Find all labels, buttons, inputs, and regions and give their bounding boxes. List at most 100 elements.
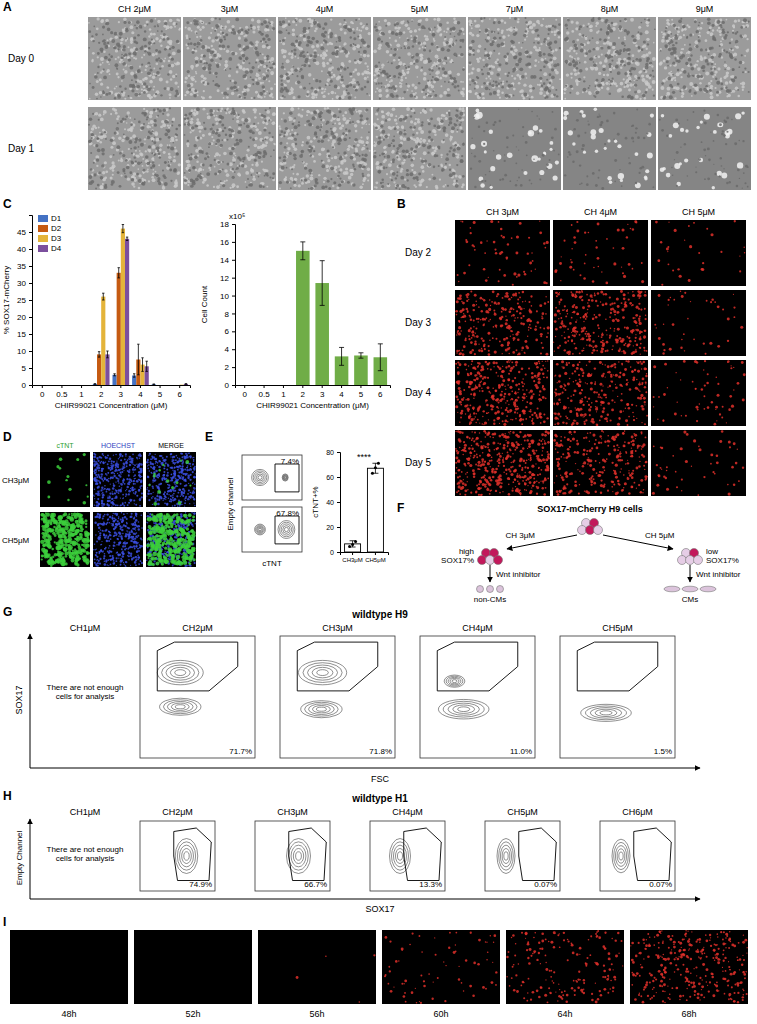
cell (347, 67, 349, 69)
cell (320, 54, 323, 57)
cell (243, 47, 247, 51)
cell (122, 154, 125, 157)
cell (323, 181, 325, 183)
cell (111, 183, 114, 186)
cell (165, 162, 167, 164)
cell (301, 182, 304, 185)
cell (297, 80, 301, 84)
cell (233, 162, 235, 164)
cell (125, 37, 127, 39)
cell (137, 161, 141, 165)
cell (255, 163, 259, 167)
cell (317, 23, 321, 27)
cell (248, 62, 250, 64)
cell (367, 174, 370, 177)
cell (364, 62, 366, 64)
cell (145, 150, 147, 152)
cell (262, 82, 264, 84)
cell (214, 173, 217, 176)
cell (190, 93, 193, 96)
cell (162, 113, 164, 115)
cell (298, 44, 301, 47)
cell (215, 152, 219, 156)
cell (235, 155, 237, 157)
cell (95, 135, 97, 137)
cell (266, 174, 268, 176)
cell (241, 164, 244, 167)
cell (151, 137, 154, 140)
cell (313, 21, 317, 25)
cell (259, 53, 261, 55)
cell (196, 20, 199, 23)
cell (220, 31, 222, 33)
cell (307, 20, 309, 22)
cell (301, 75, 304, 78)
cell (270, 156, 272, 158)
cell (360, 30, 362, 32)
cell (214, 166, 216, 168)
cell (143, 108, 145, 110)
cell (246, 125, 250, 129)
cell (148, 145, 151, 148)
cell (309, 54, 312, 57)
cell (262, 85, 265, 88)
cell (270, 57, 274, 61)
cell (313, 51, 316, 54)
cell (213, 139, 215, 141)
cell (114, 132, 117, 135)
cell (131, 182, 135, 186)
cell (153, 154, 155, 156)
cell (290, 68, 293, 71)
cell (174, 81, 177, 84)
cell (302, 141, 304, 143)
cell (146, 85, 149, 88)
cell (297, 95, 300, 98)
cell (219, 45, 222, 48)
cell (111, 161, 114, 164)
cell (267, 38, 270, 41)
cell (159, 144, 162, 147)
cell (251, 97, 253, 99)
cell (175, 75, 177, 77)
cell (350, 73, 352, 75)
cell (349, 83, 352, 86)
cell (92, 113, 94, 115)
cell (225, 60, 228, 63)
cell (175, 179, 177, 181)
cell (216, 65, 219, 68)
cell (308, 27, 310, 29)
cell (208, 22, 210, 24)
cell (157, 177, 160, 180)
cell (252, 138, 255, 141)
cell (121, 91, 123, 93)
cell (258, 176, 260, 178)
cell (358, 83, 360, 85)
cell (266, 186, 268, 188)
cell (156, 147, 160, 151)
cell (301, 64, 303, 66)
cell (267, 29, 269, 31)
cell (173, 156, 175, 158)
cell (368, 32, 371, 35)
cell (204, 77, 207, 80)
cell (252, 83, 254, 85)
cell (92, 40, 95, 43)
cell (211, 45, 213, 47)
cell (102, 183, 104, 185)
cell (225, 112, 227, 114)
cell (229, 162, 233, 166)
cell (255, 128, 258, 131)
cell (127, 129, 130, 132)
cell (367, 65, 369, 67)
cell (116, 86, 118, 88)
cell (199, 60, 202, 63)
cell (236, 185, 239, 188)
cell (360, 46, 362, 48)
cell (265, 41, 267, 43)
cell (354, 69, 357, 72)
cell (171, 121, 173, 123)
cell (176, 19, 179, 22)
cell (147, 52, 149, 54)
cell (134, 179, 137, 182)
cell (190, 76, 193, 79)
